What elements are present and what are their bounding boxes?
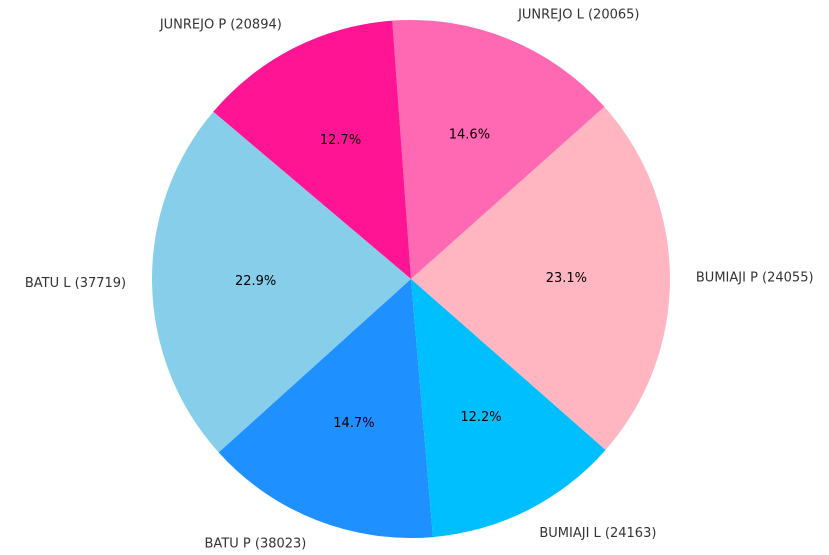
- slice-label: BUMIAJI L (24163): [539, 526, 656, 541]
- pie-slice: [213, 20, 411, 279]
- slice-percent: 23.1%: [546, 271, 587, 286]
- slice-percent: 12.2%: [460, 410, 501, 425]
- pie-slice: [218, 279, 433, 538]
- slice-label: JUNREJO P (20894): [159, 18, 282, 33]
- pie-slice: [152, 111, 411, 453]
- pie-slice: [392, 20, 605, 280]
- slice-label: BATU P (38023): [205, 537, 307, 552]
- slice-percent: 12.7%: [320, 133, 361, 148]
- slice-label: JUNREJO L (20065): [517, 7, 639, 22]
- pie-slice: [411, 106, 670, 450]
- slice-label: BATU L (37719): [25, 276, 126, 291]
- slice-percent: 14.6%: [449, 127, 490, 142]
- pie-slice: [411, 279, 606, 538]
- slice-label: BUMIAJI P (24055): [696, 271, 814, 286]
- slice-percent: 14.7%: [333, 416, 374, 431]
- slice-percent: 22.9%: [235, 274, 276, 289]
